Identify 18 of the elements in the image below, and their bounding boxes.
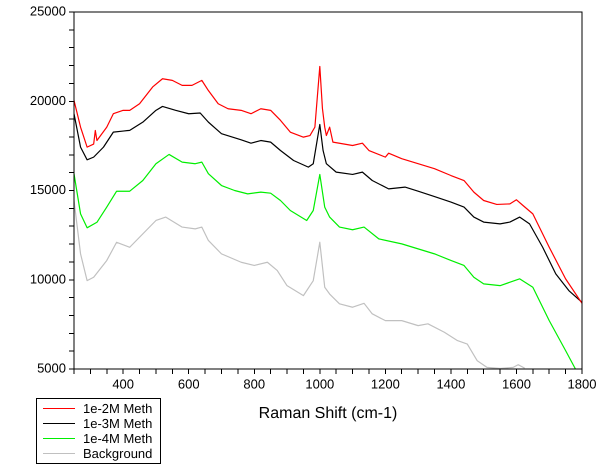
y-tick-label: 25000	[30, 4, 66, 19]
y-tick-label: 20000	[30, 92, 66, 108]
x-tick-label: 1400	[436, 376, 466, 392]
x-tick-label: 600	[178, 376, 200, 392]
y-tick-label: 15000	[30, 182, 66, 198]
legend-label: 1e-4M Meth	[83, 431, 152, 446]
y-tick-label: 10000	[30, 271, 66, 286]
x-tick-label: 1800	[568, 376, 596, 392]
x-axis-title: Raman Shift (cm-1)	[258, 404, 398, 422]
x-tick-label: 1200	[370, 376, 400, 392]
x-tick-label: 800	[243, 376, 266, 392]
y-tick-label: 5000	[37, 360, 66, 376]
x-tick-label: 1600	[502, 376, 531, 392]
legend-label: 1e-3M Meth	[83, 416, 152, 431]
legend-label: Background	[83, 446, 152, 461]
x-tick-label: 400	[112, 376, 134, 392]
x-tick-label: 1000	[305, 376, 334, 392]
legend-label: 1e-2M Meth	[83, 401, 152, 416]
